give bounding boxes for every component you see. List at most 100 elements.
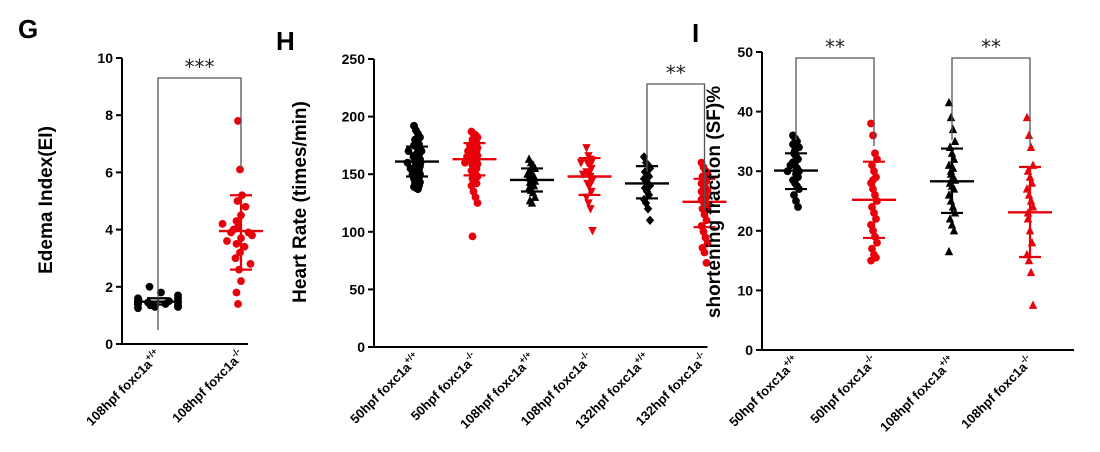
data-point — [1026, 267, 1036, 277]
data-point — [950, 136, 960, 145]
data-point — [786, 161, 795, 170]
y-axis-ticks: 0 2 4 6 8 10 — [97, 50, 122, 352]
data-point — [174, 302, 182, 311]
data-point — [473, 199, 482, 207]
significance-brackets: ** — [646, 61, 706, 209]
panel-letter-i: I — [692, 18, 699, 48]
x-axis-categories: 50hpf foxc1a+/+50hpf foxc1a-/-108hpf fox… — [725, 352, 1031, 435]
data-point — [232, 240, 241, 248]
y-tick-label: 0 — [745, 342, 753, 358]
significance-bracket — [646, 83, 706, 209]
data-point — [246, 260, 255, 268]
data-point — [227, 228, 235, 237]
y-tick-label: 40 — [737, 104, 753, 120]
category-label-base: 132hpf foxc1a — [633, 356, 705, 428]
category-label-base: 50hpf foxc1a — [807, 359, 874, 426]
y-tick-label: 50 — [737, 44, 753, 60]
data-point — [1028, 300, 1038, 309]
data-point — [240, 242, 249, 251]
data-point — [1022, 112, 1032, 122]
y-tick-label: 2 — [105, 279, 113, 295]
y-tick-label: 30 — [737, 163, 753, 179]
data-point — [237, 277, 245, 285]
data-point — [223, 237, 231, 245]
y-tick-label: 8 — [105, 107, 113, 123]
significance-brackets: ** ** — [795, 35, 1031, 146]
x-axis-categories: 108hpf foxc1a+/+ 108hpf foxc1a-/- — [83, 346, 247, 429]
data-point — [236, 165, 244, 174]
category-label: 108hpf foxc1a+/+ — [876, 352, 959, 435]
data-point — [527, 198, 537, 207]
data-point — [584, 199, 593, 208]
data-point — [530, 192, 540, 201]
data-point — [174, 291, 182, 300]
data-point — [404, 147, 413, 156]
data-point — [231, 254, 240, 263]
data-point — [586, 205, 595, 214]
y-tick-label: 250 — [342, 51, 366, 67]
data-point — [643, 204, 653, 214]
data-point — [790, 191, 798, 199]
y-axis-label: Edema Index(EI) — [36, 126, 57, 274]
data-point — [588, 227, 597, 236]
data-point — [949, 226, 959, 235]
category-label: 50hpf foxc1a+/+ — [725, 352, 802, 429]
data-point — [789, 140, 797, 149]
data-point — [703, 239, 712, 248]
category-label-base: 50hpf foxc1a — [726, 362, 793, 429]
data-point — [873, 238, 881, 247]
y-tick-label: 0 — [357, 339, 365, 355]
data-point — [218, 219, 227, 228]
y-axis-ticks: 0 10 20 30 40 50 — [737, 44, 762, 358]
mean-sd-bars — [774, 147, 1052, 259]
y-tick-label: 50 — [349, 281, 365, 297]
significance-label: ** — [981, 35, 1001, 59]
data-point — [792, 197, 800, 205]
mean-sd-bars — [395, 141, 727, 229]
data-point — [944, 246, 954, 256]
data-point — [1026, 142, 1036, 151]
data-point — [233, 197, 242, 205]
y-tick-label: 6 — [105, 164, 113, 180]
data-point — [241, 202, 250, 211]
data-point — [417, 147, 426, 156]
data-point — [1024, 130, 1034, 140]
data-points — [783, 97, 1038, 309]
category-label-base: 108hpf foxc1a — [83, 356, 155, 428]
category-label-base: 108hpf foxc1a — [958, 359, 1030, 431]
data-point — [145, 282, 154, 291]
y-axis-label: Heart Rate (times/min) — [290, 101, 311, 303]
significance-label: *** — [185, 55, 215, 79]
data-point — [582, 144, 591, 153]
data-point — [414, 185, 422, 194]
category-label-base: 50hpf foxc1a — [347, 359, 414, 426]
y-tick-label: 20 — [737, 223, 753, 239]
data-point — [794, 203, 802, 211]
data-point — [948, 124, 958, 134]
data-point — [700, 248, 709, 257]
data-point — [409, 153, 418, 161]
data-point — [468, 232, 477, 241]
data-point — [576, 159, 586, 168]
significance-bracket — [951, 57, 1031, 146]
y-tick-label: 100 — [342, 224, 366, 240]
axes — [121, 58, 248, 345]
data-point — [248, 231, 256, 240]
data-point — [234, 300, 242, 308]
y-axis-ticks: 0 50 100 150 200 250 — [342, 51, 374, 355]
data-point — [232, 288, 241, 297]
data-point — [234, 117, 242, 125]
panel-letter-h: H — [276, 26, 295, 56]
panel-g-edema-index: G Edema Index(EI) 0 2 4 6 8 10 *** 108hpf fox… — [18, 14, 263, 429]
data-point — [867, 119, 875, 128]
axes — [373, 59, 708, 348]
category-label: 108hpf foxc1a-/- — [168, 346, 247, 425]
y-tick-label: 200 — [342, 109, 366, 125]
significance-label: ** — [825, 35, 845, 59]
category-label: 50hpf foxc1a-/- — [806, 352, 880, 426]
y-tick-label: 0 — [105, 336, 113, 352]
significance-brackets: *** — [157, 55, 242, 330]
data-point — [868, 244, 876, 253]
data-point — [871, 149, 879, 158]
category-label-base: 108hpf foxc1a — [877, 362, 949, 434]
